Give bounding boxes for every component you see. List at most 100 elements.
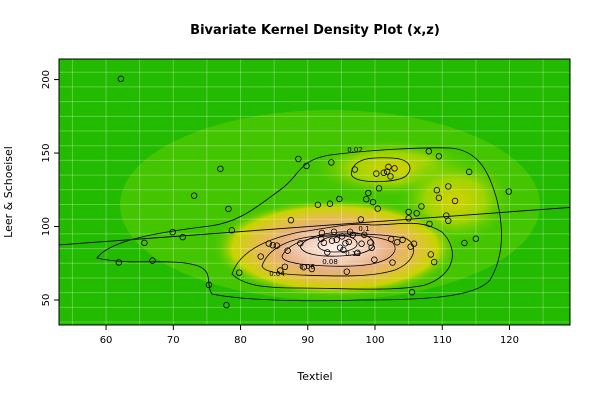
data-point — [277, 267, 284, 274]
data-point — [303, 162, 310, 170]
x-tick-label: 70 — [167, 335, 180, 346]
data-point — [169, 228, 176, 236]
data-point — [235, 269, 243, 276]
data-point — [117, 75, 125, 83]
data-point — [418, 203, 425, 210]
data-point — [223, 301, 230, 309]
data-point — [465, 168, 473, 176]
data-point — [361, 231, 368, 238]
y-tick-label: 50 — [41, 294, 52, 307]
data-point — [326, 200, 334, 207]
data-point — [365, 189, 372, 197]
data-point — [505, 188, 513, 195]
data-point — [430, 258, 438, 266]
data-point — [314, 201, 322, 208]
data-point — [443, 212, 450, 219]
data-point — [351, 166, 359, 173]
data-point — [345, 238, 352, 246]
data-point — [371, 256, 378, 263]
data-point — [330, 228, 338, 236]
data-point — [300, 264, 307, 271]
data-point — [357, 216, 365, 223]
data-point — [349, 231, 357, 239]
data-point — [385, 163, 392, 171]
data-point — [297, 240, 304, 247]
data-point — [354, 249, 361, 257]
y-tick-label: 100 — [41, 217, 52, 236]
contour-label: 0.02 — [347, 146, 363, 154]
plot-frame — [58, 58, 571, 326]
data-point — [445, 217, 452, 225]
data-point — [308, 265, 316, 273]
contour-label: 0.04 — [269, 270, 285, 278]
data-point — [369, 198, 377, 206]
data-point — [408, 289, 416, 296]
data-point — [273, 242, 281, 249]
data-point — [340, 246, 347, 254]
data-point — [380, 169, 387, 176]
data-point — [389, 259, 396, 266]
x-axis-title: Textiel — [296, 370, 332, 383]
data-point — [427, 251, 435, 258]
data-point — [426, 220, 433, 228]
data-point — [269, 241, 277, 249]
data-point — [217, 165, 224, 172]
contour-0.1 — [299, 231, 375, 257]
grid-lines — [59, 59, 570, 325]
contour-0.02-inner — [350, 157, 411, 183]
contour-label: 0.08 — [322, 258, 338, 266]
data-point — [190, 192, 198, 199]
data-point — [472, 235, 480, 242]
data-point — [387, 235, 395, 243]
x-axis: 60 70 80 90 100 110 120 — [100, 325, 519, 346]
data-point — [333, 236, 340, 243]
data-point — [405, 208, 412, 216]
data-point — [461, 239, 468, 247]
data-point — [320, 239, 328, 247]
data-point — [141, 239, 148, 247]
data-point — [343, 268, 350, 275]
data-point — [324, 249, 331, 256]
contour-label: 0.1 — [358, 225, 369, 233]
data-point — [295, 155, 302, 163]
data-points — [115, 75, 513, 309]
y-axis-title: Leer & Schoeisel — [2, 146, 15, 238]
data-point — [394, 239, 401, 246]
y-axis: 50 100 150 200 — [41, 70, 59, 306]
data-point — [338, 233, 346, 240]
data-point — [179, 233, 186, 241]
data-point — [433, 187, 441, 194]
data-point — [399, 236, 406, 243]
data-point — [336, 244, 344, 251]
data-point — [405, 215, 412, 222]
x-tick-label: 90 — [301, 335, 314, 346]
x-tick-label: 100 — [365, 335, 384, 346]
contour-label: 0.12 — [345, 250, 361, 258]
data-point — [205, 281, 213, 289]
regression-line — [59, 206, 570, 246]
contour-labels: 0.02 0.04 0.06 0.08 0.1 0.12 — [269, 146, 369, 278]
data-point — [358, 240, 365, 247]
data-point — [265, 240, 272, 247]
data-point — [413, 210, 420, 217]
contour-0.08 — [281, 234, 396, 267]
data-point — [375, 185, 383, 192]
data-point — [445, 183, 452, 190]
data-point — [115, 259, 123, 266]
data-point — [284, 247, 291, 254]
data-point — [328, 237, 336, 244]
data-point — [342, 240, 349, 247]
contour-0.12 — [317, 235, 358, 253]
data-point — [287, 217, 295, 224]
y-tick-label: 200 — [41, 70, 52, 89]
data-point — [368, 244, 375, 251]
density-core — [210, 198, 460, 298]
density-contours — [96, 147, 502, 302]
data-point — [257, 253, 264, 260]
contour-0.02-outer — [96, 147, 502, 302]
data-point — [281, 263, 289, 271]
data-point — [387, 173, 394, 180]
data-point — [435, 153, 443, 160]
data-point — [435, 194, 443, 202]
